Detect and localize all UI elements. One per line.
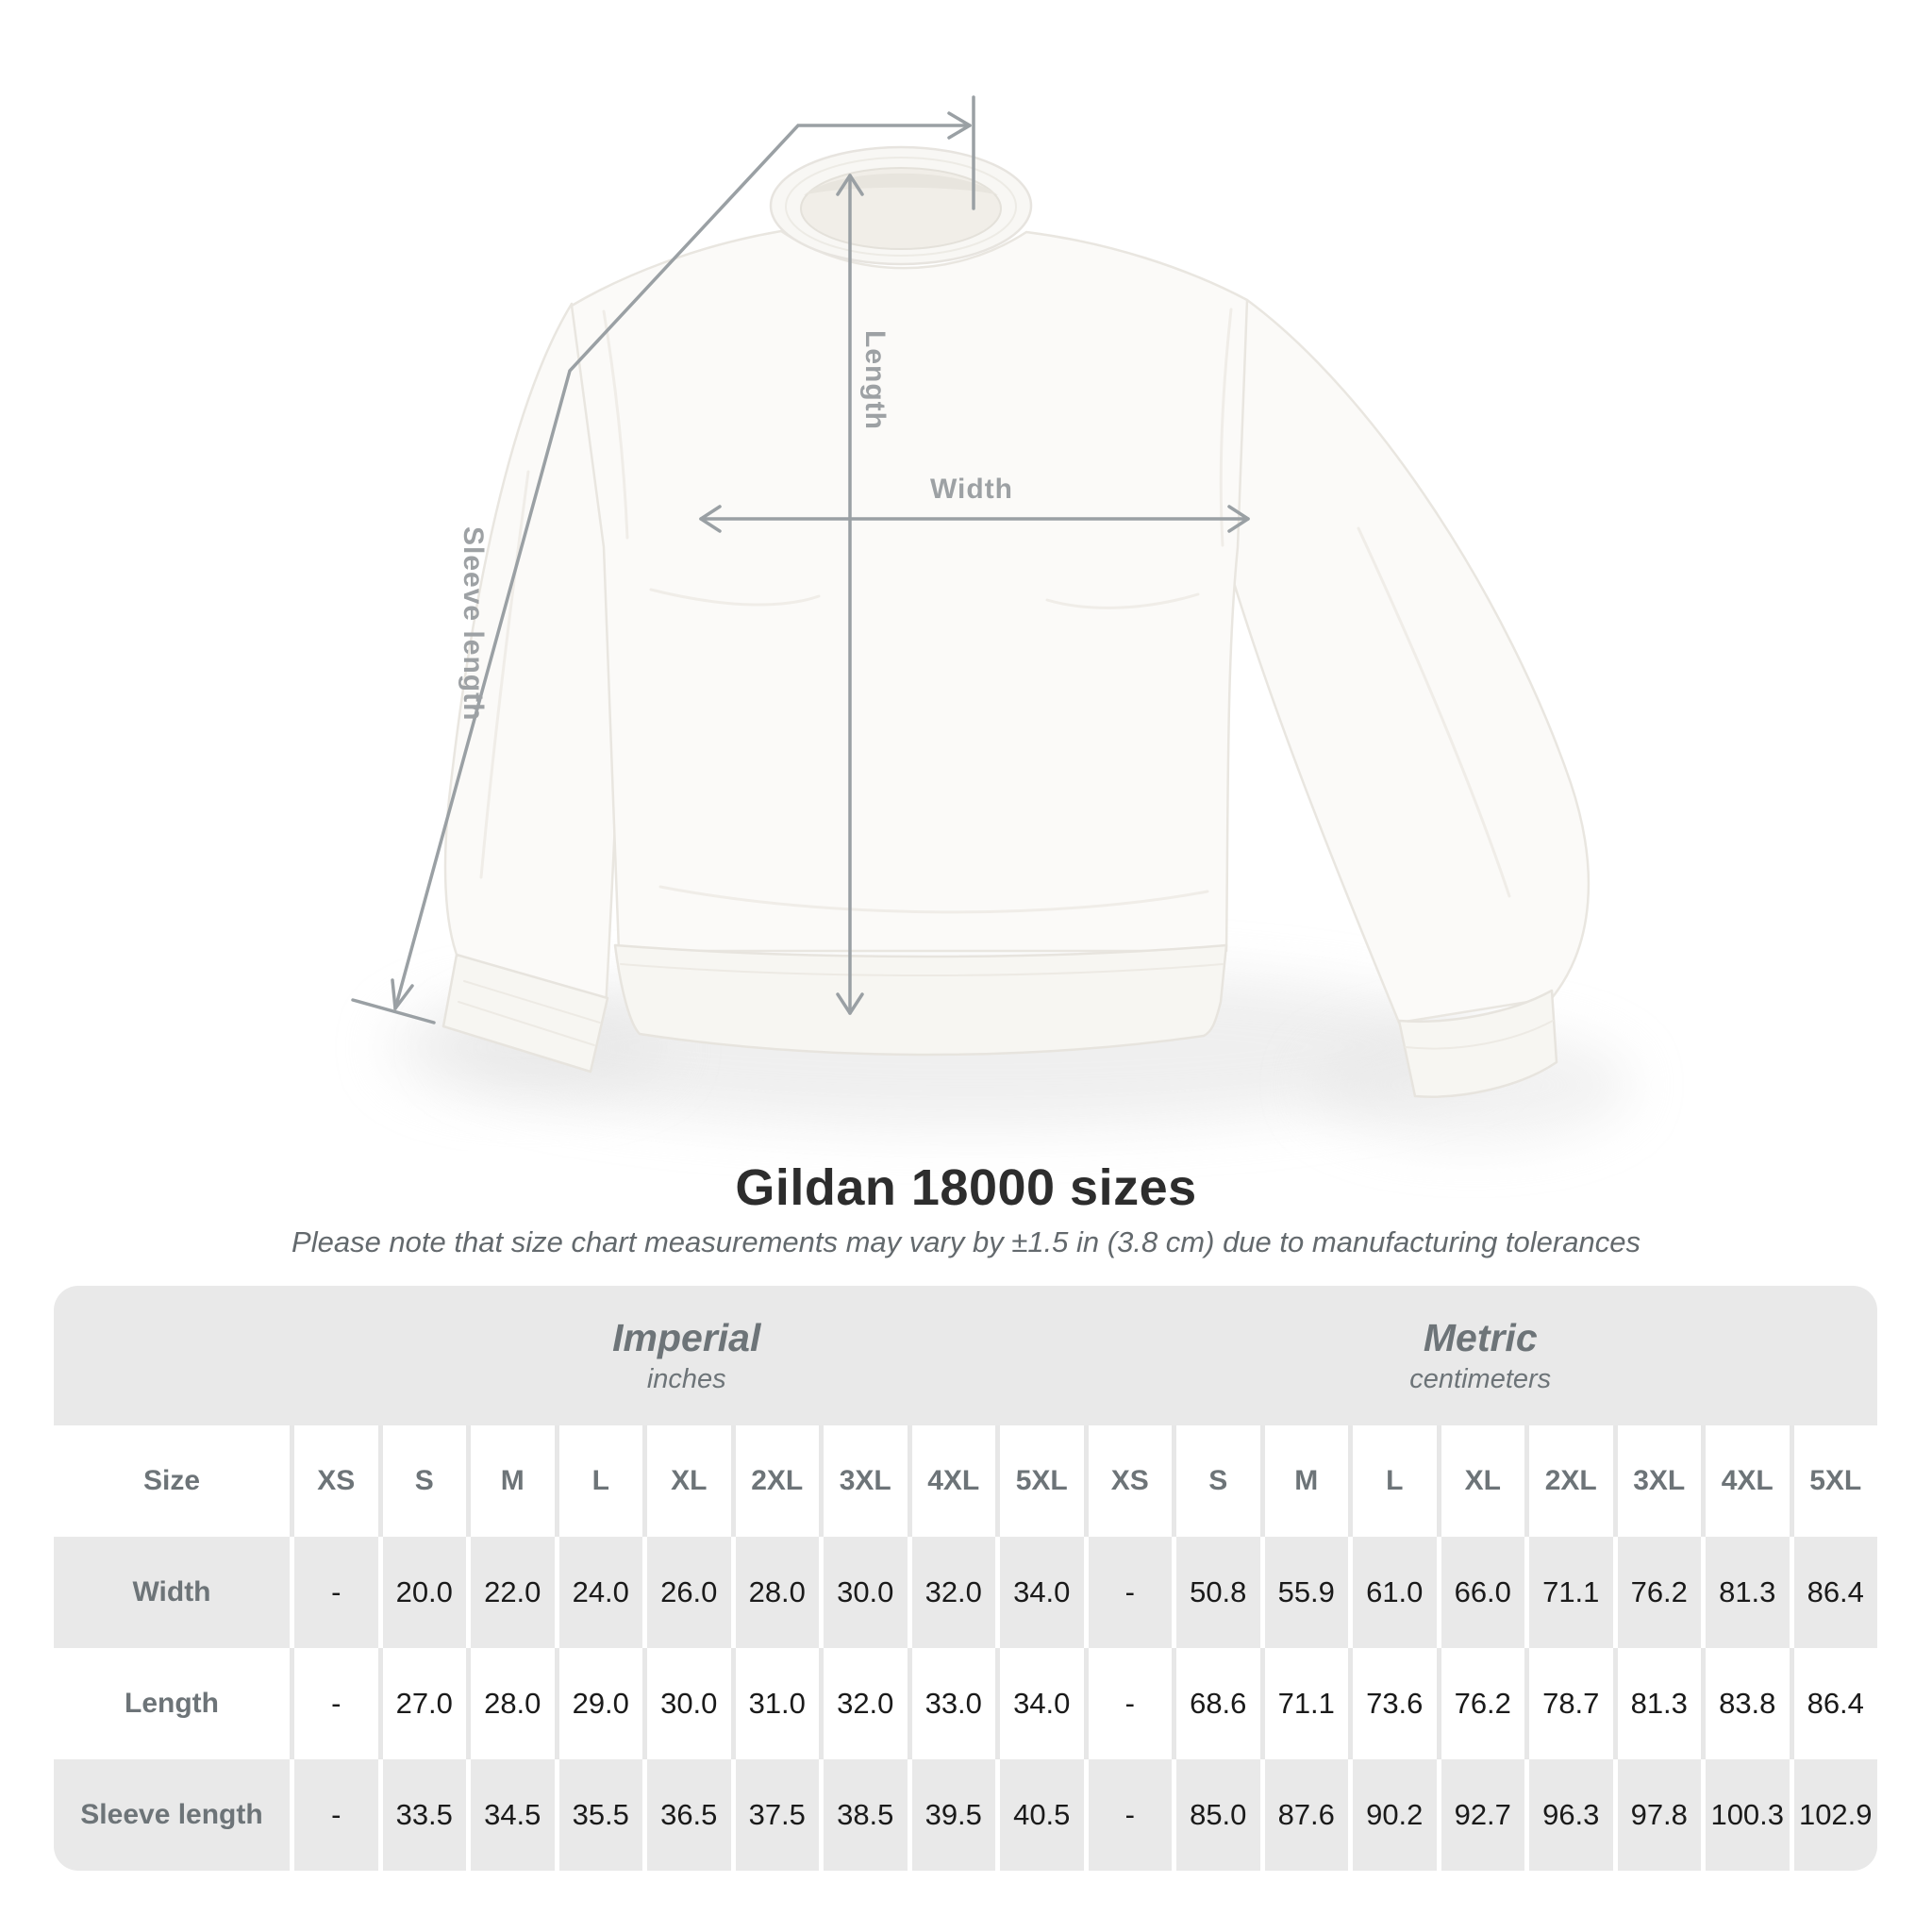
imperial-unit: inches [646, 1364, 726, 1394]
metric-label: Metric [1423, 1316, 1538, 1359]
size-column-header: 4XL [907, 1425, 996, 1537]
measurement-value: 78.7 [1524, 1648, 1613, 1759]
measurement-value: 87.6 [1259, 1759, 1349, 1871]
metric-group-header: Metric centimeters [1084, 1286, 1878, 1425]
measurement-value: 40.5 [995, 1759, 1084, 1871]
unit-group-header: Imperial inches Metric centimeters [54, 1286, 1877, 1425]
row-label: Sleeve length [80, 1799, 263, 1830]
measurement-value: 27.0 [377, 1648, 467, 1759]
measurement-value: 61.0 [1348, 1537, 1437, 1648]
page-title: Gildan 18000 sizes [735, 1159, 1197, 1216]
measurement-value: 85.0 [1172, 1759, 1260, 1871]
size-column-header: XL [1436, 1425, 1525, 1537]
size-column-header: S [1172, 1425, 1260, 1537]
measurement-value: 30.0 [642, 1648, 731, 1759]
measurement-value: 29.0 [554, 1648, 643, 1759]
measurement-value: 24.0 [554, 1537, 643, 1648]
measurement-value: 83.8 [1701, 1648, 1790, 1759]
size-column-header: 5XL [995, 1425, 1084, 1537]
measurement-value: 38.5 [819, 1759, 908, 1871]
row-label: Length [125, 1688, 219, 1719]
measurement-value: - [1083, 1648, 1173, 1759]
size-column-header: 3XL [1612, 1425, 1702, 1537]
measurement-value: 34.0 [995, 1537, 1084, 1648]
measurement-value: - [290, 1648, 378, 1759]
measurement-value: 96.3 [1524, 1759, 1613, 1871]
measurement-value: 32.0 [819, 1648, 908, 1759]
measurement-value: 81.3 [1612, 1648, 1702, 1759]
measurement-value: 22.0 [466, 1537, 555, 1648]
size-column-header: XS [1083, 1425, 1173, 1537]
measurement-value: - [1083, 1537, 1173, 1648]
metric-unit: centimeters [1409, 1364, 1552, 1394]
measurement-lines [351, 95, 1250, 1024]
table-row: Sleeve length -33.5 34.5 35.5 36.5 37.5 38.5 39… [54, 1759, 1877, 1871]
size-column-header: 2XL [730, 1425, 820, 1537]
measurement-value: 31.0 [730, 1648, 820, 1759]
measurement-value: 34.5 [466, 1759, 555, 1871]
size-column-header: XL [642, 1425, 731, 1537]
imperial-group-header: Imperial inches [290, 1286, 1084, 1425]
size-table: Imperial inches Metric centimeters Size … [54, 1286, 1877, 1871]
row-label: Width [132, 1576, 211, 1607]
measurement-value: 28.0 [466, 1648, 555, 1759]
measurement-value: - [290, 1537, 378, 1648]
measurement-value: 39.5 [907, 1759, 996, 1871]
measurement-value: 97.8 [1612, 1759, 1702, 1871]
measurement-value: 26.0 [642, 1537, 731, 1648]
measurement-value: - [1083, 1759, 1173, 1871]
measurement-value: 33.5 [377, 1759, 467, 1871]
measurement-value: 76.2 [1612, 1537, 1702, 1648]
table-rows: Width -20.0 22.0 24.0 26.0 28.0 30.0 32.0 34.0-5… [54, 1537, 1877, 1871]
measurement-value: 37.5 [730, 1759, 820, 1871]
table-row: Length -27.0 28.0 29.0 30.0 31.0 32.0 33.0 34.0-… [54, 1648, 1877, 1759]
measurement-value: 100.3 [1701, 1759, 1790, 1871]
measurement-value: 81.3 [1701, 1537, 1790, 1648]
size-column-header: 4XL [1701, 1425, 1790, 1537]
measurement-value: 71.1 [1259, 1648, 1349, 1759]
measurement-value: 28.0 [730, 1537, 820, 1648]
measurement-value: 92.7 [1436, 1759, 1525, 1871]
size-header-row: Size XS S M L XL 2XL 3XL 4XL 5XL XS S M L XL 2XL 3XL 4XL… [54, 1425, 1877, 1537]
measurement-value: 86.4 [1789, 1537, 1878, 1648]
measurement-value: 50.8 [1172, 1537, 1260, 1648]
sweatshirt-illustration [441, 145, 1591, 1098]
size-column-header: S [377, 1425, 467, 1537]
measurement-value: 73.6 [1348, 1648, 1437, 1759]
size-column-header: L [554, 1425, 643, 1537]
measurement-value: 68.6 [1172, 1648, 1260, 1759]
table-row: Width -20.0 22.0 24.0 26.0 28.0 30.0 32.0 34.0-5… [54, 1537, 1877, 1648]
size-column-header: 2XL [1524, 1425, 1613, 1537]
size-column-header: L [1348, 1425, 1437, 1537]
measurement-value: 76.2 [1436, 1648, 1525, 1759]
measurement-value: 32.0 [907, 1537, 996, 1648]
measurement-value: 86.4 [1789, 1648, 1878, 1759]
size-column-header: XS [290, 1425, 378, 1537]
measurement-value: 102.9 [1789, 1759, 1878, 1871]
sweatshirt-measurement-diagram: Width Length Sleeve length [351, 95, 1632, 1141]
size-column-header: 3XL [819, 1425, 908, 1537]
sleeve-length-measure-label: Sleeve length [458, 526, 489, 721]
measurement-value: 35.5 [554, 1759, 643, 1871]
size-column-header: Size [142, 1465, 201, 1496]
measurement-value: 20.0 [377, 1537, 467, 1648]
tolerance-note: Please note that size chart measurements… [291, 1225, 1641, 1258]
measurement-value: 33.0 [907, 1648, 996, 1759]
group-header-spacer [54, 1286, 290, 1425]
measurement-value: 34.0 [995, 1648, 1084, 1759]
measurement-value: 55.9 [1259, 1537, 1349, 1648]
width-measure-label: Width [930, 474, 1013, 505]
imperial-label: Imperial [612, 1316, 761, 1359]
measurement-value: 36.5 [642, 1759, 731, 1871]
size-column-header: 5XL [1789, 1425, 1878, 1537]
measurement-value: - [290, 1759, 378, 1871]
size-column-header: M [466, 1425, 555, 1537]
measurement-value: 71.1 [1524, 1537, 1613, 1648]
measurement-value: 30.0 [819, 1537, 908, 1648]
measurement-value: 66.0 [1436, 1537, 1525, 1648]
length-measure-label: Length [859, 330, 891, 430]
measurement-value: 90.2 [1348, 1759, 1437, 1871]
size-column-header: M [1259, 1425, 1349, 1537]
